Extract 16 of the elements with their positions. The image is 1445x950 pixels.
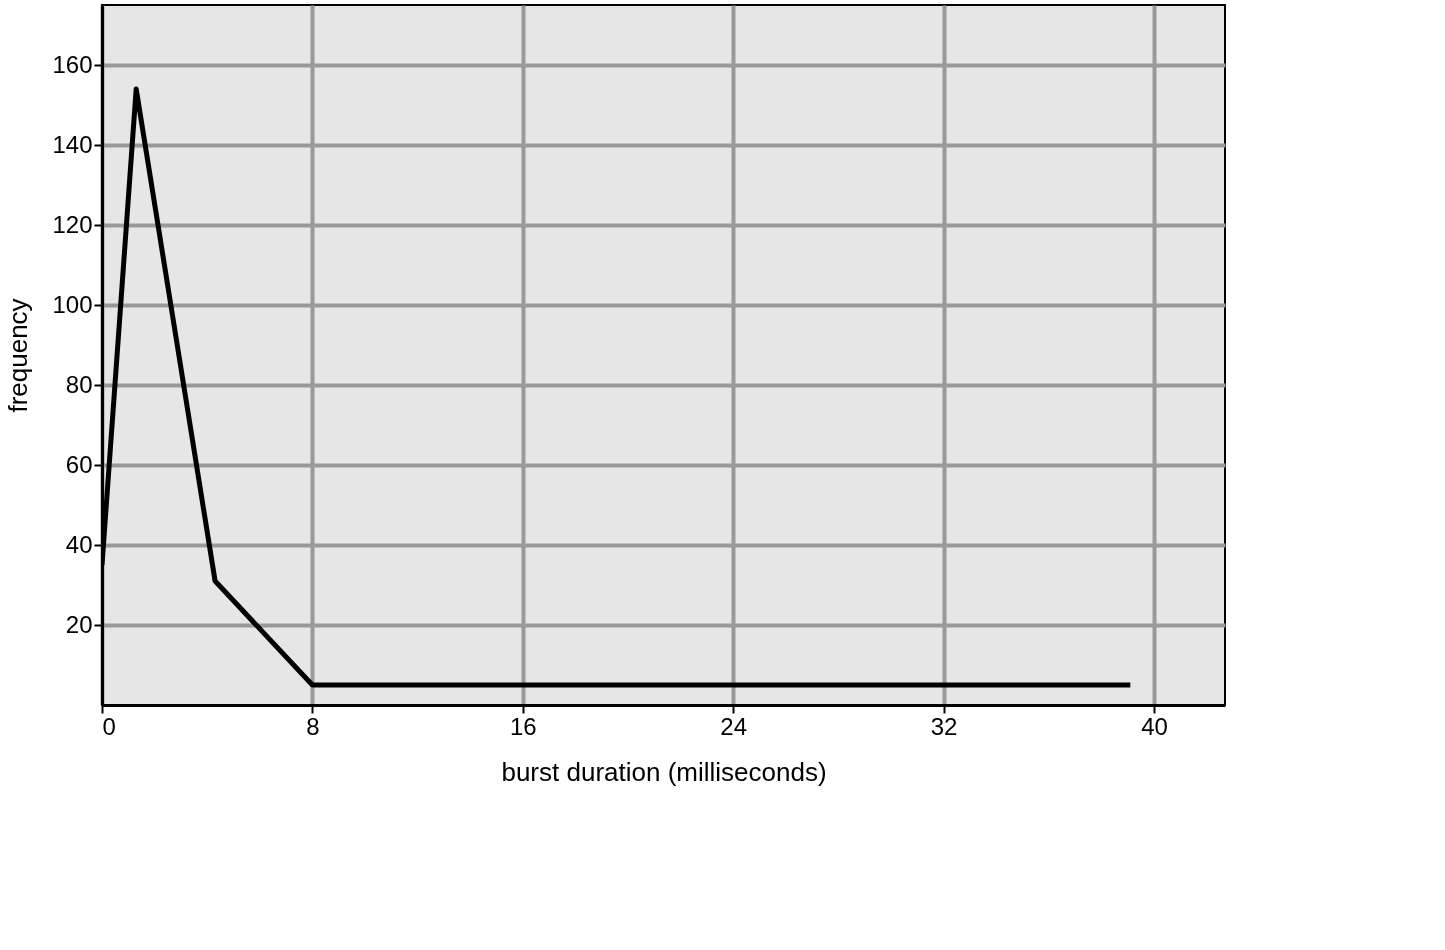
x-tick-label: 40	[1141, 712, 1168, 740]
x-tick-label: 32	[930, 712, 958, 740]
y-tick-label: 140	[52, 130, 93, 158]
y-tick-label: 120	[52, 210, 93, 238]
y-tick-label: 40	[65, 530, 93, 558]
y-tick-label: 160	[52, 50, 93, 78]
x-tick-label: 16	[509, 712, 537, 740]
y-tick-label: 20	[65, 610, 93, 638]
y-axis-title: frequency	[3, 298, 34, 413]
x-tick-label: 24	[720, 712, 748, 740]
x-axis-title: burst duration (milliseconds)	[501, 756, 827, 787]
y-tick-label: 100	[52, 290, 93, 318]
x-tick-label: 0	[102, 712, 116, 740]
y-tick-label: 60	[65, 450, 93, 478]
x-tick-label: 8	[306, 712, 320, 740]
y-tick-label: 80	[65, 370, 93, 398]
